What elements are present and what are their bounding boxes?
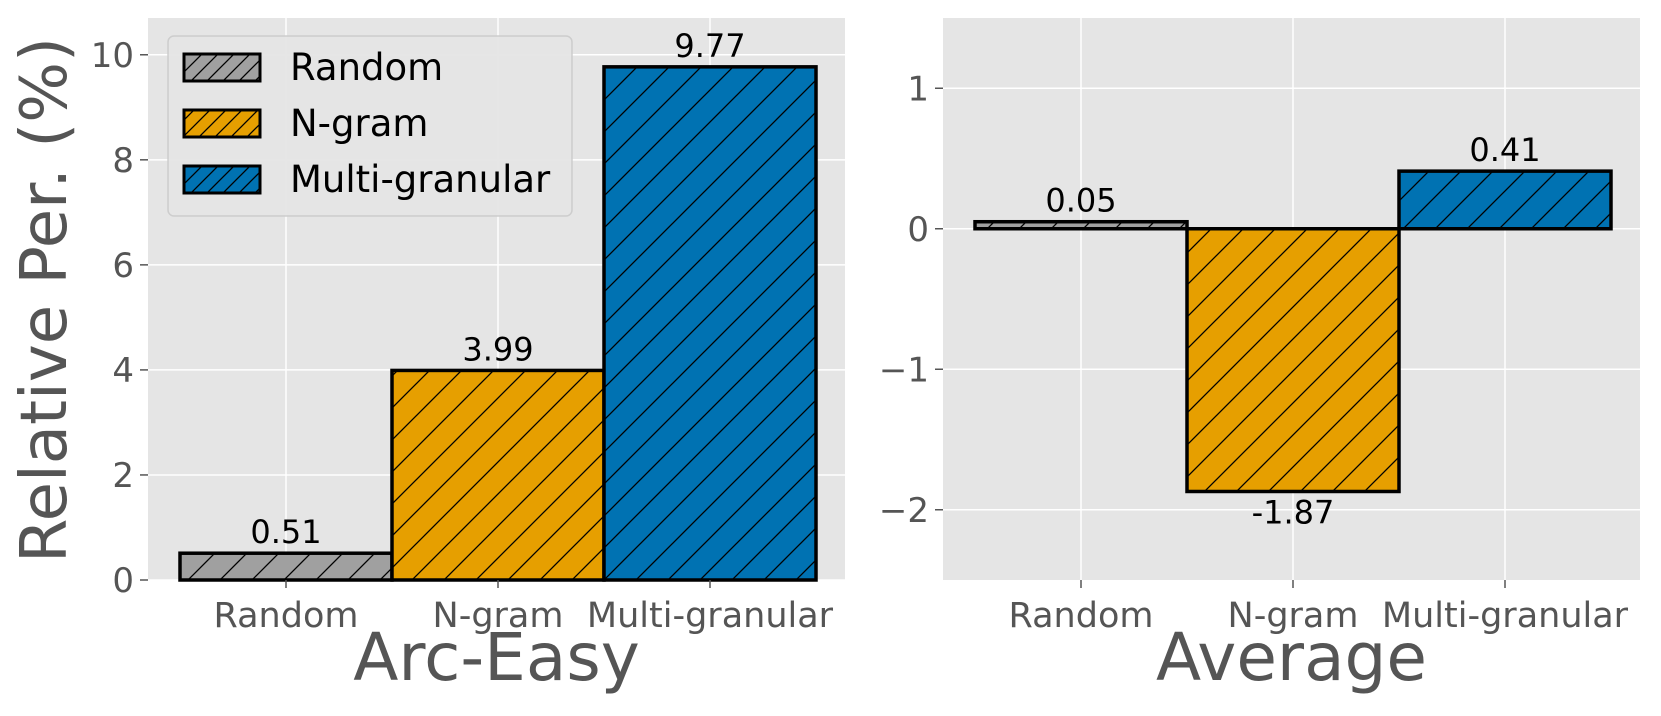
bar-hatch-multi-granular — [602, 65, 818, 582]
ytick-label: −2 — [879, 491, 929, 531]
xtick-label: N-gram — [1228, 596, 1359, 636]
data-label: -1.87 — [1252, 493, 1335, 531]
x-axis-label-2: Average — [1156, 619, 1427, 696]
data-label: 0.41 — [1469, 131, 1540, 169]
legend-swatch-hatch-multi-granular — [182, 164, 262, 195]
bar-hatch-random — [973, 219, 1189, 231]
legend — [167, 35, 573, 217]
bar-hatch-n-gram — [1185, 227, 1401, 494]
legend-label: Multi-granular — [290, 158, 551, 201]
ytick-label: −1 — [879, 350, 929, 390]
data-label: 0.51 — [250, 513, 321, 551]
legend-swatch-hatch-n-gram — [182, 108, 262, 139]
ytick-label: 2 — [112, 456, 134, 496]
xtick-label: N-gram — [433, 596, 564, 636]
ytick-label: 0 — [112, 561, 134, 601]
legend-label: N-gram — [290, 102, 428, 145]
legend-swatch-hatch-random — [182, 52, 262, 83]
bar-hatch-random — [178, 551, 394, 582]
ytick-label: 6 — [112, 246, 134, 286]
data-label: 0.05 — [1045, 182, 1116, 220]
ytick-label: 8 — [112, 141, 134, 181]
xtick-label: Multi-granular — [587, 596, 834, 636]
xtick-label: Random — [1009, 596, 1154, 636]
bar-hatch-multi-granular — [1397, 169, 1613, 231]
ytick-label: 10 — [91, 36, 134, 76]
ytick-label: 0 — [907, 210, 929, 250]
data-label: 3.99 — [462, 330, 533, 368]
xtick-label: Random — [214, 596, 359, 636]
ytick-label: 4 — [112, 351, 134, 391]
xtick-label: Multi-granular — [1382, 596, 1629, 636]
ytick-label: 1 — [907, 69, 929, 109]
x-axis-label-1: Arc-Easy — [353, 619, 640, 696]
y-axis-label: Relative Per. (%) — [8, 37, 82, 563]
legend-label: Random — [290, 46, 443, 89]
data-label: 9.77 — [674, 27, 745, 65]
bar-hatch-n-gram — [390, 368, 606, 582]
